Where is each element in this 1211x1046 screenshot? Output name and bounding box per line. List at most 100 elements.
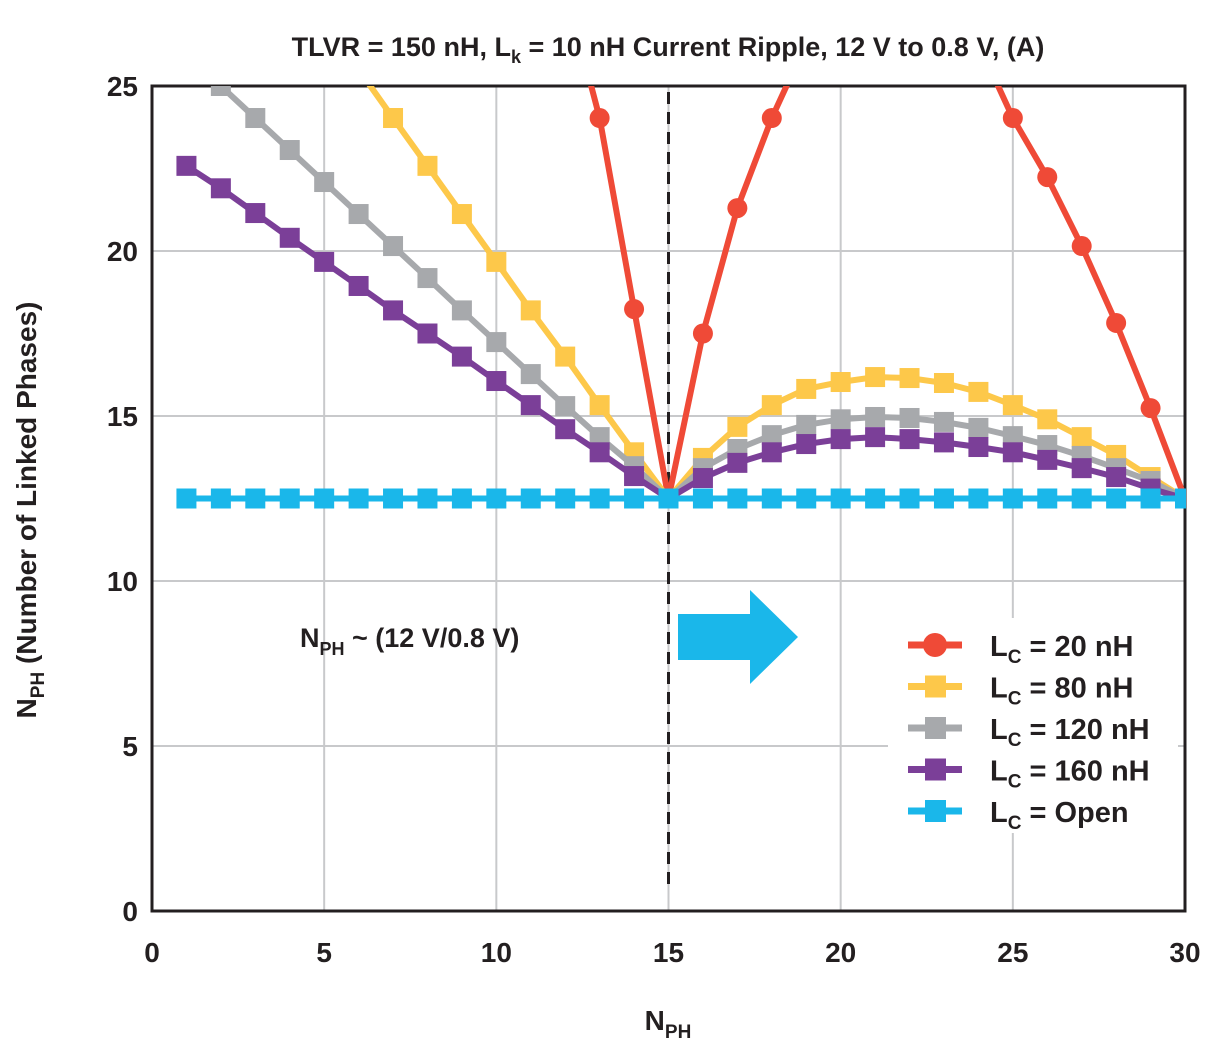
data-point [692,323,713,344]
data-point [314,251,335,272]
data-point [727,198,748,219]
legend-marker [925,717,946,739]
data-point [968,488,989,509]
data-point [520,364,541,385]
y-tick-label: 5 [122,731,138,762]
data-point [1175,488,1186,509]
data-point [865,406,886,427]
data-point [486,371,507,392]
data-point [1071,236,1092,257]
data-point [899,407,920,428]
data-point [899,488,920,509]
data-point [383,236,404,257]
x-tick-label: 30 [1169,937,1200,968]
data-point [692,488,713,509]
data-point [486,251,507,272]
legend-marker [925,758,946,781]
series-3 [176,155,1186,509]
data-point [1037,449,1058,470]
legend-item: LC = 20 nH [908,631,1133,668]
legend-label-part: L [990,673,1008,705]
legend-item: LC = 80 nH [908,673,1133,710]
data-point [968,437,989,458]
y-tick-label: 10 [107,566,138,597]
x-tick-label: 0 [144,937,160,968]
legend-label: LC = 120 nH [990,714,1150,751]
right-arrow-icon [678,590,798,684]
data-point [831,0,851,4]
legend-label-part: L [990,756,1008,788]
data-point [1140,488,1161,509]
data-point [761,395,782,416]
data-point [865,367,886,388]
data-point [589,108,610,129]
data-point [348,275,369,296]
data-point [1002,488,1023,509]
legend-label-part: = 80 nH [1021,673,1133,705]
data-point [555,488,576,509]
y-tick-label: 25 [107,71,138,102]
data-point [1071,488,1092,509]
legend-label-part: C [1008,813,1022,834]
data-point [761,108,782,129]
data-point [348,488,369,509]
data-point [1002,108,1023,129]
data-point [417,323,438,344]
data-point [865,427,886,448]
data-point [383,108,404,129]
data-point [658,488,679,509]
data-point [486,332,507,353]
data-point [555,346,576,367]
data-point [899,429,920,450]
legend-label-part: C [1008,647,1022,668]
data-point [589,488,610,509]
series-line [216,86,1186,502]
data-point [589,442,610,463]
data-point [589,427,610,448]
data-point [727,488,748,509]
legend-label-part: L [990,714,1008,746]
series-4 [176,488,1186,509]
data-point [176,155,197,176]
data-point [383,300,404,321]
data-point [830,409,851,430]
data-point [1140,398,1161,419]
data-point [279,140,300,161]
data-point [933,373,954,393]
data-point [589,395,610,416]
data-point [1106,488,1127,509]
data-point [933,488,954,509]
series-2 [210,86,1186,509]
data-point [796,414,817,435]
legend-item: LC = Open [908,797,1129,834]
data-point [796,378,817,399]
data-point [279,227,300,248]
data-point [348,204,369,225]
data-point [1002,426,1023,447]
data-point [934,0,954,4]
x-tick-label: 15 [653,937,684,968]
data-point [210,86,231,96]
y-tick-label: 0 [122,896,138,927]
legend-item: LC = 160 nH [908,756,1150,793]
data-point [520,300,541,321]
data-point [417,268,438,289]
data-point [727,416,748,437]
data-point [1071,458,1092,479]
data-point [624,466,645,487]
data-point [1002,442,1023,463]
legend-item: LC = 120 nH [908,714,1150,751]
data-point [555,396,576,417]
series-line [184,163,1186,502]
y-tick-label: 20 [107,236,138,267]
data-point [245,488,266,509]
data-point [968,417,989,438]
legend-label-part: = 160 nH [1021,756,1149,788]
data-point [417,155,438,176]
legend-label: LC = 80 nH [990,673,1133,710]
legend-label-part: C [1008,772,1022,793]
chart-title: TLVR = 150 nH, Lk = 10 nH Current Ripple… [292,32,1045,67]
legend-label: LC = Open [990,797,1129,834]
legend-label-part: = 120 nH [1021,714,1149,746]
